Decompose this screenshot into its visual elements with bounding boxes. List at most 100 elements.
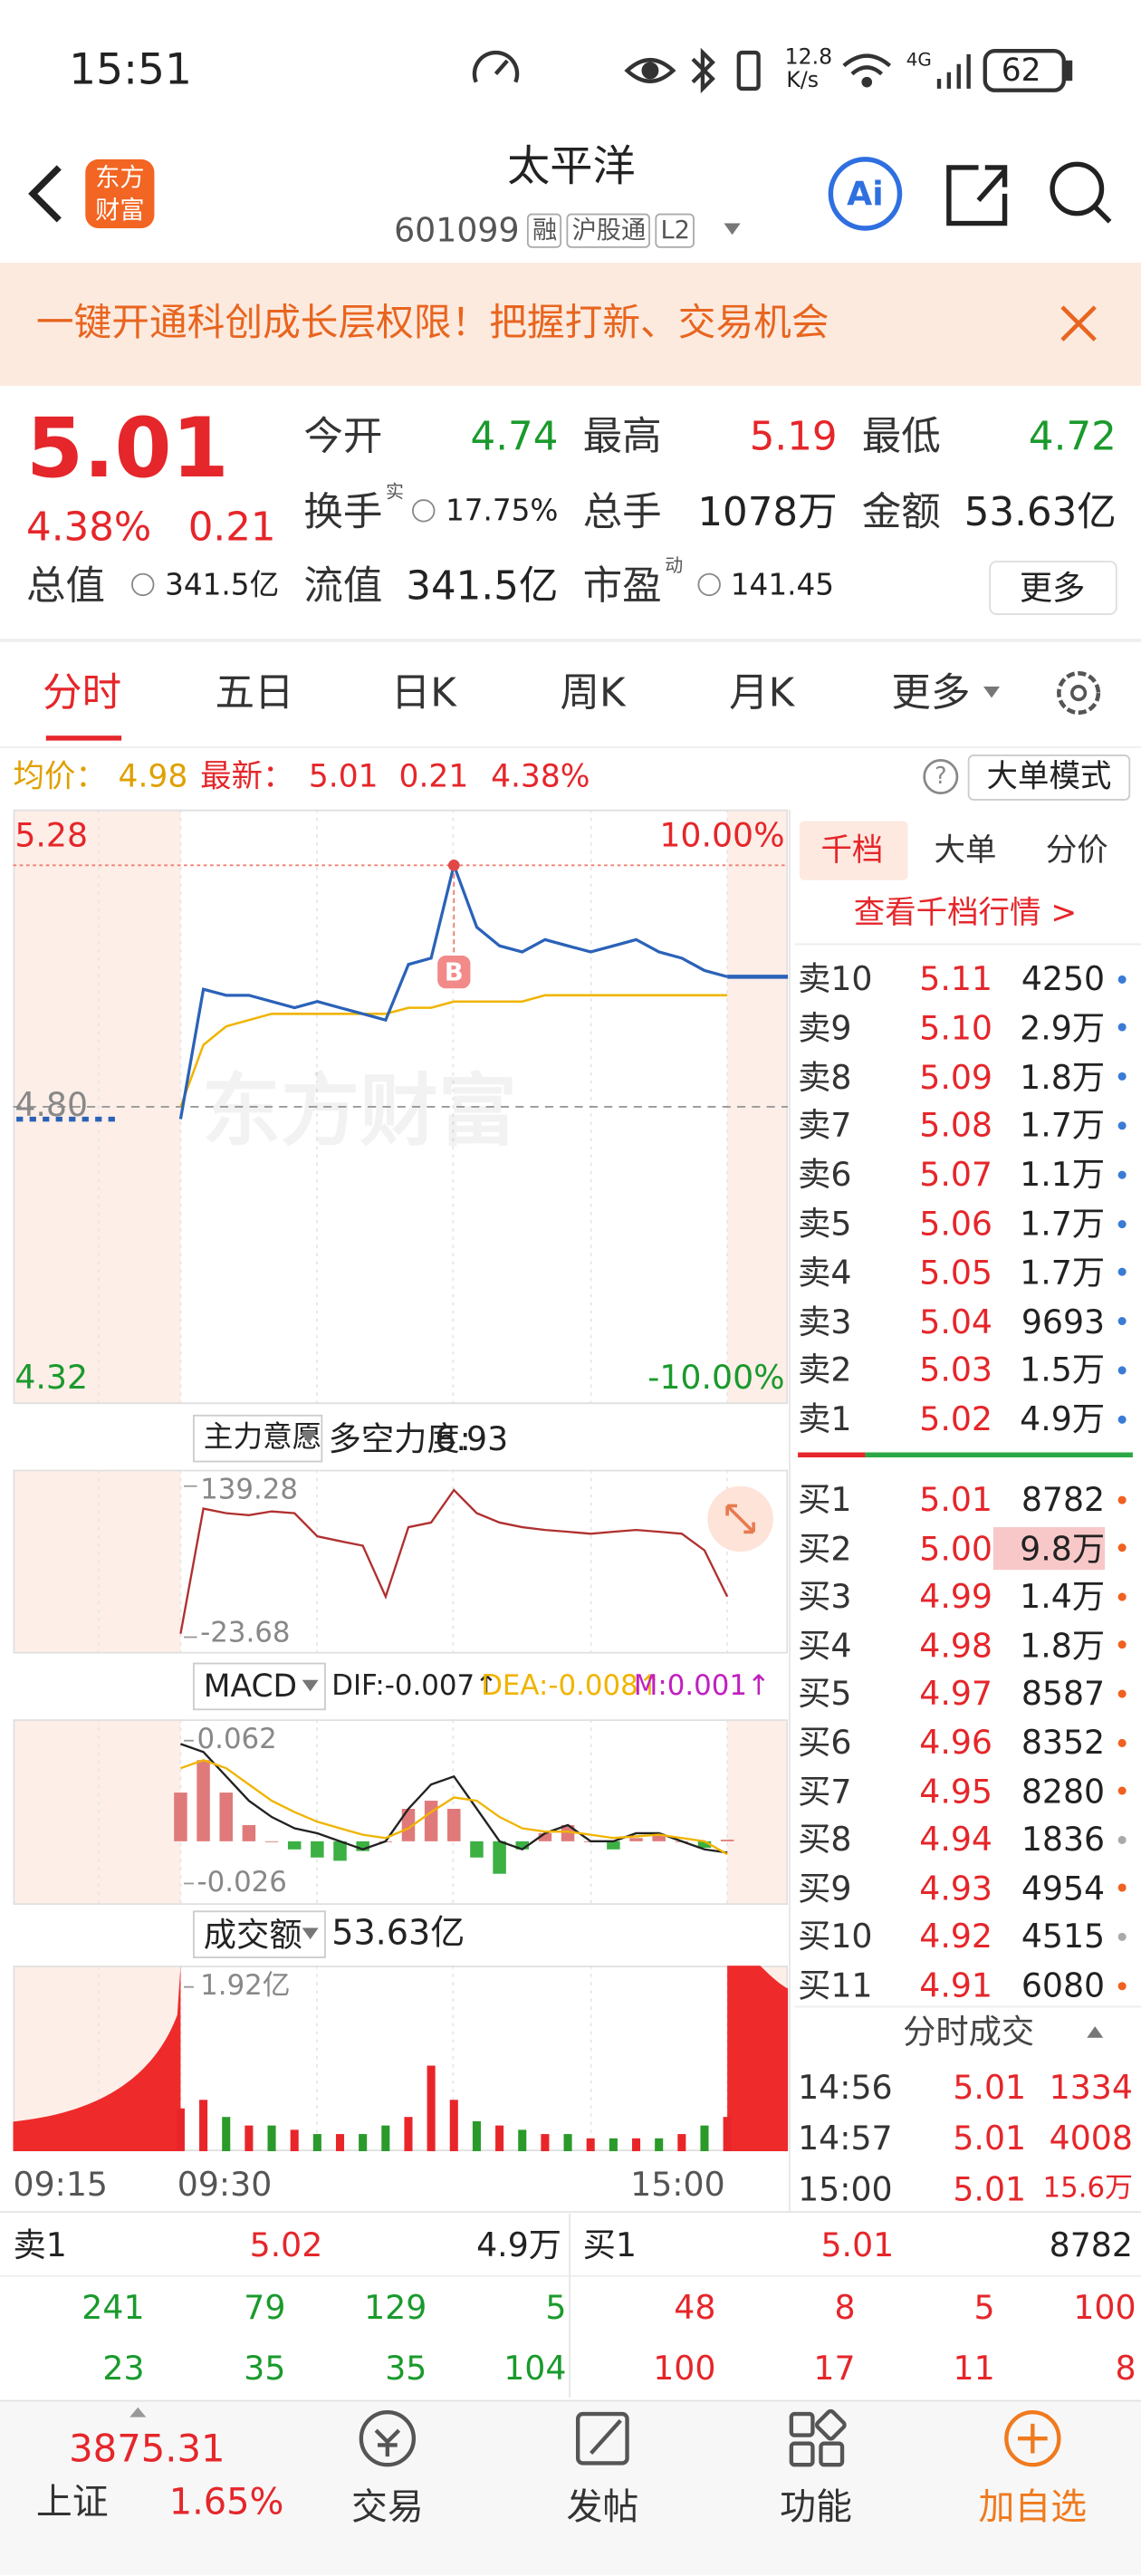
level-dot bbox=[1117, 1366, 1127, 1375]
help-circle[interactable] bbox=[923, 759, 959, 795]
volume-bar bbox=[359, 2134, 368, 2151]
level-label: 卖3 bbox=[798, 1301, 852, 1341]
y2-tick-label: 10.00% bbox=[659, 816, 784, 855]
period-tab[interactable]: 分时 bbox=[43, 668, 122, 716]
bid-label: 买1 bbox=[582, 2225, 637, 2265]
settings-button[interactable] bbox=[1057, 671, 1101, 716]
volume-bar bbox=[244, 2125, 254, 2151]
bid-order: 5 bbox=[973, 2287, 995, 2327]
level-price: 5.10 bbox=[919, 1007, 992, 1048]
panel-frame bbox=[13, 1719, 789, 1906]
volume-bar bbox=[449, 2100, 458, 2151]
macd-bar bbox=[356, 1841, 369, 1851]
level-label: 卖10 bbox=[798, 958, 873, 999]
help-mark[interactable]: ? bbox=[935, 763, 947, 790]
speed-icon bbox=[472, 50, 520, 83]
post-icon[interactable] bbox=[575, 2411, 629, 2465]
last-price: 5.01 bbox=[26, 400, 229, 496]
level-dot bbox=[1117, 1738, 1127, 1747]
volume-selector[interactable] bbox=[193, 1910, 326, 1958]
volume-label[interactable]: 成交额 bbox=[203, 1914, 302, 1955]
search-handle bbox=[1093, 205, 1112, 224]
main-force-label[interactable]: 主力意愿 bbox=[203, 1420, 322, 1456]
eye-icon bbox=[624, 58, 676, 83]
level-dot bbox=[1117, 1415, 1127, 1424]
main-force-selector[interactable] bbox=[193, 1414, 323, 1463]
level-dot bbox=[1117, 1883, 1127, 1893]
nav-bg bbox=[0, 2400, 1141, 2575]
dropdown-arrow bbox=[1087, 2026, 1104, 2038]
auction-zone bbox=[13, 1719, 181, 1906]
period-tab[interactable]: 五日 bbox=[215, 668, 294, 716]
dropdown-arrow bbox=[983, 686, 1001, 698]
nav-item[interactable]: 发帖 bbox=[566, 2487, 639, 2529]
level-dot bbox=[1117, 1072, 1127, 1081]
level-dot bbox=[1117, 1317, 1127, 1326]
period-tab[interactable]: 周K bbox=[560, 668, 626, 716]
dropdown-arrow bbox=[724, 223, 741, 235]
back-button[interactable] bbox=[28, 165, 62, 223]
macd-selector[interactable] bbox=[193, 1662, 326, 1711]
book-link[interactable]: 查看千档行情 > bbox=[853, 894, 1078, 931]
field-label: 总手 bbox=[582, 488, 662, 535]
volume-bar bbox=[267, 2125, 276, 2151]
search-button[interactable] bbox=[1050, 161, 1105, 216]
func-icon[interactable] bbox=[789, 2411, 815, 2437]
add-watch-icon[interactable] bbox=[1004, 2410, 1061, 2467]
signal-icon bbox=[936, 53, 971, 89]
book-tab[interactable]: 分价 bbox=[1045, 831, 1108, 869]
code-row: 601099 融沪股通 L2 bbox=[394, 208, 695, 251]
macd-bar bbox=[219, 1793, 233, 1841]
more-button-label[interactable]: 更多 bbox=[1019, 568, 1086, 608]
wifi-icon bbox=[842, 53, 892, 76]
level-label: 买2 bbox=[798, 1528, 852, 1568]
trades-title[interactable]: 分时成交 bbox=[903, 2011, 1035, 2052]
period-tab[interactable]: 日K bbox=[390, 668, 456, 716]
level-label: 买6 bbox=[798, 1722, 852, 1763]
level-price: 5.04 bbox=[919, 1301, 992, 1341]
level-price: 5.06 bbox=[919, 1203, 992, 1244]
logo-text: 东方 bbox=[95, 162, 145, 193]
auction-zone bbox=[13, 1469, 181, 1654]
volume-bar bbox=[700, 2125, 709, 2151]
trade-volume: 1334 bbox=[1049, 2067, 1133, 2108]
nav-item[interactable]: 功能 bbox=[780, 2487, 852, 2529]
mode-button[interactable] bbox=[967, 755, 1131, 801]
y-tick-label: -23.68 bbox=[200, 1616, 290, 1648]
level-dot bbox=[1117, 1268, 1127, 1277]
index-value: 3875.31 bbox=[69, 2428, 225, 2472]
volume-bar bbox=[677, 2134, 686, 2151]
macd-bar bbox=[197, 1760, 210, 1841]
mode-label[interactable]: 大单模式 bbox=[986, 757, 1112, 794]
book-tab[interactable]: 大单 bbox=[934, 831, 997, 869]
period-tab[interactable]: 月K bbox=[729, 668, 795, 716]
level-price: 5.03 bbox=[919, 1350, 992, 1390]
trade-icon[interactable] bbox=[359, 2410, 417, 2467]
index-change: 1.65% bbox=[168, 2482, 284, 2524]
dropdown-arrow bbox=[983, 686, 1001, 698]
ask-price: 5.02 bbox=[249, 2225, 323, 2265]
share-button[interactable] bbox=[946, 165, 1008, 226]
banner-bg[interactable] bbox=[0, 263, 1141, 387]
banner-text[interactable]: 一键开通科创成长层权限！把握打新、交易机会 bbox=[35, 302, 829, 346]
bid-order: 48 bbox=[674, 2287, 716, 2327]
macd-label[interactable]: MACD bbox=[203, 1668, 298, 1705]
book-tab[interactable]: 千档 bbox=[820, 831, 884, 869]
macd-bar bbox=[401, 1809, 416, 1841]
more-button[interactable] bbox=[989, 561, 1117, 615]
level-volume: 1.8万 bbox=[1020, 1056, 1106, 1097]
info-icon bbox=[697, 572, 721, 597]
panel-frame bbox=[13, 1469, 789, 1654]
trade-volume: 4008 bbox=[1049, 2118, 1133, 2158]
period-tab[interactable]: 更多 bbox=[891, 668, 971, 716]
nav-item[interactable]: 交易 bbox=[350, 2487, 424, 2529]
macd-bar bbox=[538, 1832, 552, 1841]
ai-button[interactable] bbox=[828, 157, 903, 231]
volume-bar bbox=[381, 2125, 390, 2151]
volume-bar bbox=[335, 2134, 345, 2151]
nav-item[interactable]: 加自选 bbox=[978, 2487, 1088, 2529]
banner-close[interactable] bbox=[1060, 305, 1097, 341]
auction-point bbox=[108, 1116, 115, 1122]
level-price: 5.07 bbox=[919, 1154, 992, 1195]
